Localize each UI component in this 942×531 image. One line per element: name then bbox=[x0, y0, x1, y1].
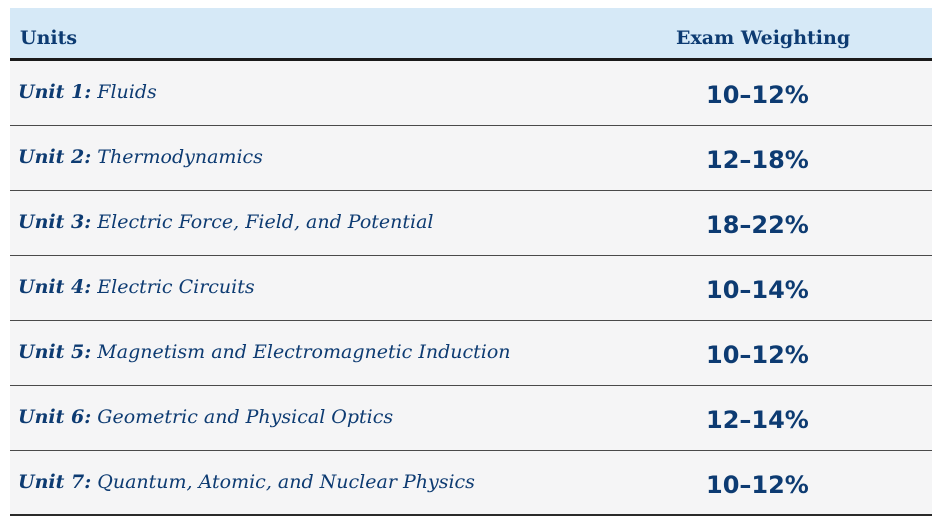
table-row: Unit 2: Thermodynamics 12–18% bbox=[10, 126, 932, 191]
units-column-header: Units bbox=[20, 27, 78, 49]
unit-number: Unit 2: bbox=[18, 146, 92, 168]
weighting-cell: 12–18% bbox=[706, 146, 809, 174]
unit-name: Electric Circuits bbox=[97, 276, 255, 298]
exam-weighting-table: Units Exam Weighting Unit 1: Fluids 10–1… bbox=[10, 8, 932, 516]
unit-cell: Unit 1: Fluids bbox=[18, 81, 157, 103]
unit-number: Unit 1: bbox=[18, 81, 92, 103]
unit-cell: Unit 3: Electric Force, Field, and Poten… bbox=[18, 211, 434, 233]
table-row: Unit 7: Quantum, Atomic, and Nuclear Phy… bbox=[10, 451, 932, 516]
table-row: Unit 6: Geometric and Physical Optics 12… bbox=[10, 386, 932, 451]
weighting-cell: 10–12% bbox=[706, 341, 809, 369]
unit-name: Fluids bbox=[97, 81, 157, 103]
weighting-cell: 18–22% bbox=[706, 211, 809, 239]
unit-cell: Unit 7: Quantum, Atomic, and Nuclear Phy… bbox=[18, 471, 475, 493]
unit-name: Geometric and Physical Optics bbox=[97, 406, 394, 428]
unit-name: Quantum, Atomic, and Nuclear Physics bbox=[97, 471, 475, 493]
unit-cell: Unit 4: Electric Circuits bbox=[18, 276, 255, 298]
unit-number: Unit 5: bbox=[18, 341, 92, 363]
weighting-cell: 12–14% bbox=[706, 406, 809, 434]
weighting-cell: 10–12% bbox=[706, 471, 809, 499]
table-row: Unit 3: Electric Force, Field, and Poten… bbox=[10, 191, 932, 256]
table-row: Unit 4: Electric Circuits 10–14% bbox=[10, 256, 932, 321]
unit-cell: Unit 5: Magnetism and Electromagnetic In… bbox=[18, 341, 511, 363]
unit-number: Unit 6: bbox=[18, 406, 92, 428]
unit-name: Thermodynamics bbox=[97, 146, 263, 168]
unit-cell: Unit 6: Geometric and Physical Optics bbox=[18, 406, 393, 428]
unit-name: Electric Force, Field, and Potential bbox=[97, 211, 434, 233]
unit-name: Magnetism and Electromagnetic Induction bbox=[97, 341, 511, 363]
exam-weighting-column-header: Exam Weighting bbox=[676, 27, 851, 49]
unit-cell: Unit 2: Thermodynamics bbox=[18, 146, 263, 168]
unit-number: Unit 4: bbox=[18, 276, 92, 298]
weighting-cell: 10–12% bbox=[706, 81, 809, 109]
table-row: Unit 1: Fluids 10–12% bbox=[10, 61, 932, 126]
table-row: Unit 5: Magnetism and Electromagnetic In… bbox=[10, 321, 932, 386]
unit-number: Unit 3: bbox=[18, 211, 92, 233]
table-header: Units Exam Weighting bbox=[10, 8, 932, 61]
weighting-cell: 10–14% bbox=[706, 276, 809, 304]
unit-number: Unit 7: bbox=[18, 471, 92, 493]
